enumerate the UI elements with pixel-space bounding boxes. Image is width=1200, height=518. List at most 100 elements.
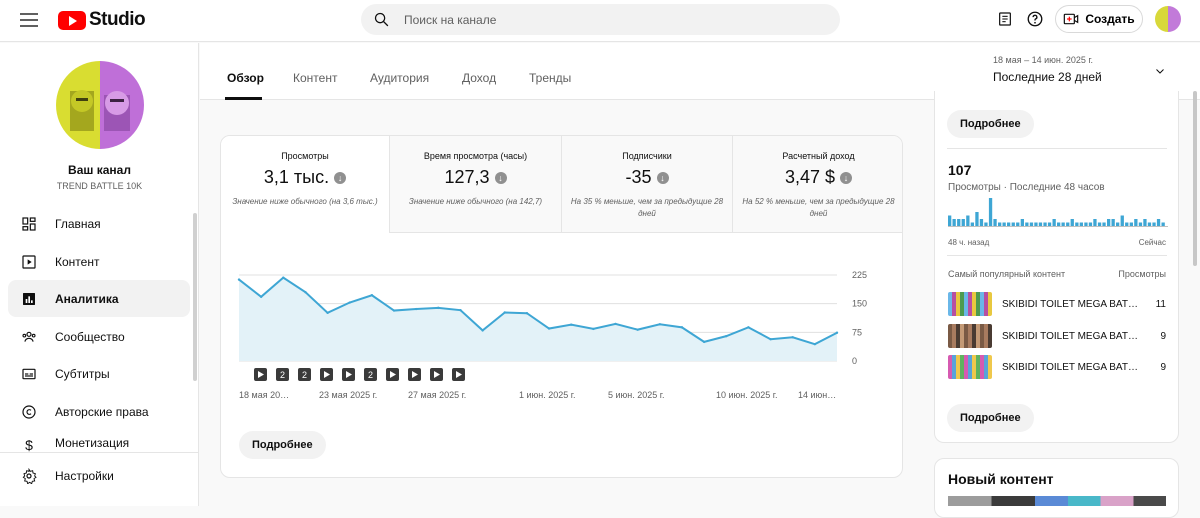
realtime-bar[interactable] xyxy=(1102,222,1106,227)
help-icon[interactable] xyxy=(1025,9,1045,29)
realtime-bar[interactable] xyxy=(1152,222,1156,227)
realtime-bar[interactable] xyxy=(979,219,984,226)
data-point[interactable] xyxy=(547,327,551,330)
data-point[interactable] xyxy=(570,323,573,326)
data-point[interactable] xyxy=(326,311,329,315)
overview-more-button[interactable]: Подробнее xyxy=(239,431,326,459)
realtime-bar[interactable] xyxy=(1075,222,1079,227)
realtime-bar[interactable] xyxy=(1029,222,1034,227)
feedback-icon[interactable] xyxy=(995,9,1015,29)
upload-marker[interactable]: 2 xyxy=(276,368,289,381)
realtime-bar[interactable] xyxy=(1043,222,1047,227)
data-point[interactable] xyxy=(813,342,817,346)
realtime-more-button[interactable]: Подробнее xyxy=(947,404,1034,432)
sidebar-item-monetization[interactable]: $ Монетизация xyxy=(8,430,190,452)
sidebar-item-content[interactable]: Контент xyxy=(8,243,190,280)
top-content-item[interactable]: SKIBIDI TOILET MEGA BAT… 11 xyxy=(948,292,1170,316)
realtime-bar[interactable] xyxy=(1156,219,1161,226)
studio-logo[interactable]: Studio xyxy=(58,9,146,31)
sidebar-item-copyright[interactable]: Авторские права xyxy=(8,393,190,430)
tab-revenue[interactable]: Доход xyxy=(462,71,497,85)
upload-marker[interactable]: 2 xyxy=(364,368,377,381)
upload-marker[interactable] xyxy=(254,368,267,381)
data-point[interactable] xyxy=(481,329,484,332)
realtime-bar[interactable] xyxy=(1161,222,1165,227)
date-range-selector[interactable]: 18 мая – 14 июн. 2025 г. Последние 28 дн… xyxy=(993,55,1102,84)
upload-marker[interactable] xyxy=(452,368,465,381)
data-point[interactable] xyxy=(658,323,662,326)
data-point[interactable] xyxy=(370,294,374,297)
upload-marker[interactable] xyxy=(342,368,355,381)
search-input[interactable] xyxy=(404,12,804,27)
realtime-bar[interactable] xyxy=(988,198,993,226)
tab-content[interactable]: Контент xyxy=(293,71,338,85)
data-point[interactable] xyxy=(614,322,617,326)
data-point[interactable] xyxy=(702,340,706,344)
sidebar-item-community[interactable]: Сообщество xyxy=(8,318,190,355)
realtime-top-more-button[interactable]: Подробнее xyxy=(947,110,1034,138)
realtime-bar[interactable] xyxy=(998,222,1002,227)
upload-marker[interactable] xyxy=(408,368,421,381)
metric-subscribers[interactable]: Подписчики -35 ↓ На 35 % меньше, чем за п… xyxy=(562,136,733,233)
data-point[interactable] xyxy=(525,312,529,315)
realtime-bar[interactable] xyxy=(1079,222,1083,227)
data-point[interactable] xyxy=(259,295,263,298)
data-point[interactable] xyxy=(437,306,440,310)
metric-revenue[interactable]: Расчетный доход 3,47 $ ↓ На 52 % меньше, … xyxy=(733,136,902,233)
realtime-bar[interactable] xyxy=(1047,222,1052,227)
realtime-bar[interactable] xyxy=(1061,222,1065,227)
realtime-bar[interactable] xyxy=(1134,219,1138,226)
realtime-bar[interactable] xyxy=(1011,222,1015,227)
sidebar-scrollbar[interactable] xyxy=(193,213,197,381)
realtime-bar[interactable] xyxy=(1129,222,1133,227)
data-point[interactable] xyxy=(835,331,839,334)
data-point[interactable] xyxy=(348,301,351,304)
realtime-bar[interactable] xyxy=(966,215,970,227)
account-avatar[interactable] xyxy=(1155,6,1181,32)
views-chart[interactable]: 225 150 75 0 2 2 2 18 мая 20… 23 мая 2025 г. 27 м… xyxy=(221,236,903,436)
realtime-bar-chart[interactable] xyxy=(948,196,1168,232)
realtime-bar[interactable] xyxy=(1038,222,1043,227)
upload-marker[interactable] xyxy=(386,368,399,381)
realtime-bar[interactable] xyxy=(1007,222,1011,227)
realtime-bar[interactable] xyxy=(1057,222,1061,227)
realtime-bar[interactable] xyxy=(1116,222,1120,227)
create-button[interactable]: Создать xyxy=(1055,5,1143,33)
sidebar-item-dashboard[interactable]: Главная xyxy=(8,205,190,242)
new-content-thumbnails[interactable] xyxy=(948,496,1166,506)
realtime-bar[interactable] xyxy=(970,222,974,227)
sidebar-item-subtitles[interactable]: Субтитры xyxy=(8,355,190,392)
data-point[interactable] xyxy=(636,328,639,331)
realtime-bar[interactable] xyxy=(952,219,956,226)
top-content-item[interactable]: SKIBIDI TOILET MEGA BATTL… 9 xyxy=(948,355,1170,379)
data-point[interactable] xyxy=(282,276,285,279)
realtime-bar[interactable] xyxy=(1066,222,1070,227)
realtime-bar[interactable] xyxy=(961,219,965,226)
data-point[interactable] xyxy=(747,326,750,329)
realtime-bar[interactable] xyxy=(1070,219,1074,226)
realtime-bar[interactable] xyxy=(1125,222,1129,227)
realtime-bar[interactable] xyxy=(1120,215,1124,227)
tab-audience[interactable]: Аудитория xyxy=(370,71,430,85)
top-content-item[interactable]: SKIBIDI TOILET MEGA BATTLE 9 xyxy=(948,324,1170,348)
tab-overview[interactable]: Обзор xyxy=(227,71,264,85)
upload-marker[interactable] xyxy=(430,368,443,381)
data-point[interactable] xyxy=(237,278,241,281)
realtime-bar[interactable] xyxy=(993,219,997,226)
realtime-bar[interactable] xyxy=(1111,219,1115,226)
metric-views[interactable]: Просмотры 3,1 тыс. ↓ Значение ниже обычно… xyxy=(221,136,390,233)
realtime-bar[interactable] xyxy=(1143,219,1147,226)
realtime-bar[interactable] xyxy=(1020,219,1024,226)
search-bar[interactable] xyxy=(361,4,840,35)
data-point[interactable] xyxy=(769,338,772,341)
realtime-bar[interactable] xyxy=(1034,222,1038,227)
chevron-down-icon[interactable] xyxy=(1154,65,1166,77)
data-point[interactable] xyxy=(392,309,396,312)
realtime-bar[interactable] xyxy=(1016,222,1020,227)
metric-watch-time[interactable]: Время просмотра (часы) 127,3 ↓ Значение н… xyxy=(390,136,562,233)
sidebar-item-settings[interactable]: Настройки xyxy=(8,457,190,494)
realtime-bar[interactable] xyxy=(1088,222,1093,227)
data-point[interactable] xyxy=(304,291,307,294)
realtime-bar[interactable] xyxy=(948,215,952,227)
data-point[interactable] xyxy=(459,308,462,312)
